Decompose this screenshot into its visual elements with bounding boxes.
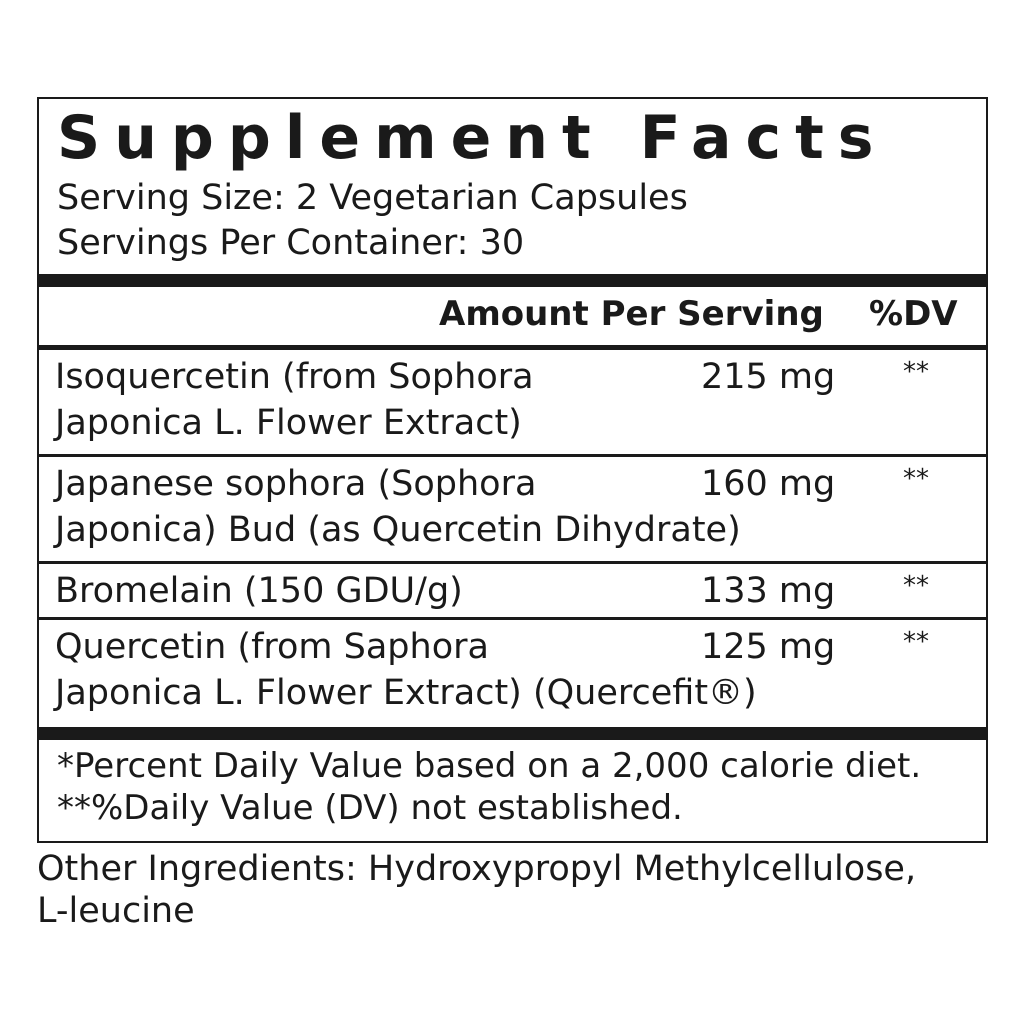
ingredient-amount: 133 mg	[701, 571, 836, 611]
panel-title: Supplement Facts	[57, 103, 888, 173]
ingredient-name: Isoquercetin (from Sophora Japonica L. Fl…	[55, 357, 534, 443]
other-ingredients-cont: L-leucine	[37, 891, 195, 931]
ingredient-dv: **	[903, 627, 929, 657]
serving-size: Serving Size: 2 Vegetarian Capsules	[57, 178, 688, 218]
ingredient-name: Quercetin (from Saphora Japonica L. Flowe…	[55, 627, 757, 713]
supplement-facts-panel: Supplement Facts Serving Size: 2 Vegetar…	[37, 97, 988, 843]
ingredient-dv: **	[903, 464, 929, 494]
dv-header: %DV	[869, 294, 958, 334]
divider-medium	[39, 345, 986, 350]
divider-thick	[39, 727, 986, 740]
ingredient-dv: **	[903, 357, 929, 387]
divider-thick	[39, 274, 986, 287]
table-row: Bromelain (150 GDU/g) 133 mg **	[39, 564, 986, 617]
row-divider	[39, 617, 986, 620]
ingredient-amount: 160 mg	[701, 464, 836, 504]
ingredient-name: Japanese sophora (Sophora Japonica) Bud (…	[55, 464, 741, 550]
ingredient-amount: 125 mg	[701, 627, 836, 667]
amount-per-serving-header: Amount Per Serving	[439, 294, 824, 334]
ingredient-amount: 215 mg	[701, 357, 836, 397]
table-row: Isoquercetin (from Sophora Japonica L. Fl…	[39, 350, 986, 454]
footnote-daily-value: *Percent Daily Value based on a 2,000 ca…	[57, 746, 922, 786]
footnote-not-established: **%Daily Value (DV) not established.	[57, 788, 683, 828]
row-divider	[39, 454, 986, 457]
ingredient-dv: **	[903, 571, 929, 601]
table-row: Japanese sophora (Sophora Japonica) Bud (…	[39, 457, 986, 561]
servings-per-container: Servings Per Container: 30	[57, 223, 525, 263]
table-row: Quercetin (from Saphora Japonica L. Flowe…	[39, 620, 986, 726]
row-divider	[39, 561, 986, 564]
other-ingredients: Other Ingredients: Hydroxypropyl Methylc…	[37, 849, 917, 889]
ingredient-name: Bromelain (150 GDU/g)	[55, 571, 463, 611]
